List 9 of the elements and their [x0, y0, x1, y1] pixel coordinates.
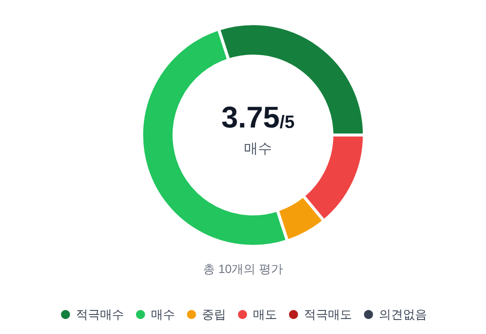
legend-label: 매도 — [253, 308, 277, 322]
legend-label: 중립 — [202, 308, 226, 322]
legend-label: 적극매도 — [304, 308, 352, 322]
text: 매수 — [244, 140, 272, 156]
text: 총 10개의 평가 — [202, 262, 284, 276]
legend-label: 의견없음 — [379, 308, 427, 322]
legend-label: 매수 — [151, 308, 175, 322]
text: 3.75/5 — [221, 102, 295, 134]
legend-label: 적극매수 — [76, 308, 124, 322]
